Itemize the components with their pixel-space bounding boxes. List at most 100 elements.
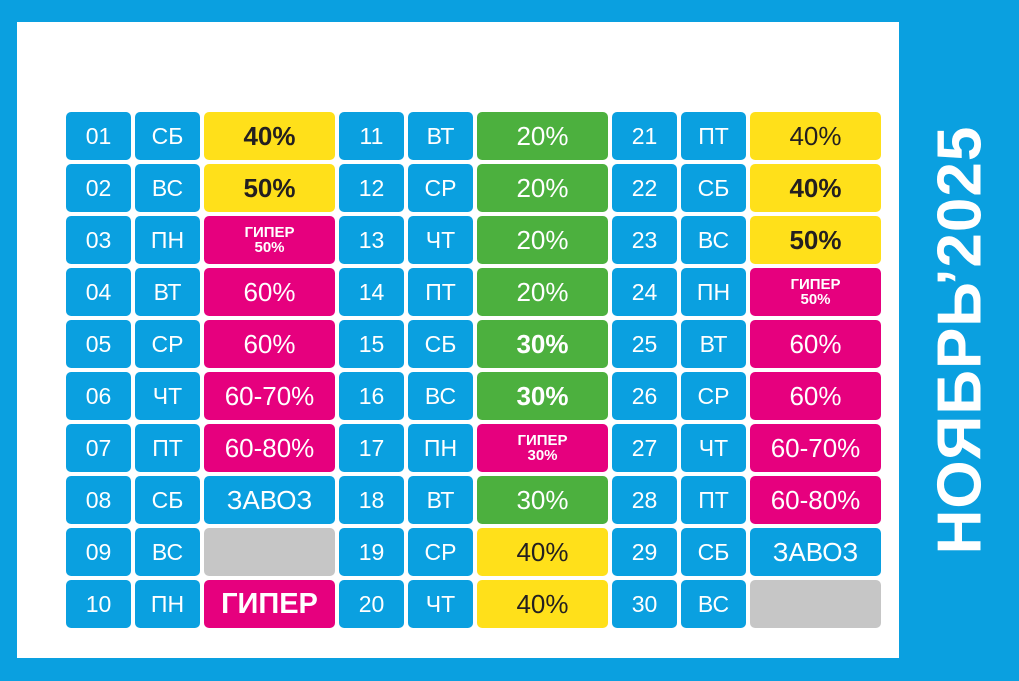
calendar-row: 08 СБ ЗАВОЗ [66,476,335,524]
calendar-row: 24 ПН ГИПЕР 50% [612,268,881,316]
calendar-row: 05 СР 60% [66,320,335,368]
discount-value: ЗАВОЗ [750,528,881,576]
calendar-row: 25 ВТ 60% [612,320,881,368]
weekday-label: СР [408,164,473,212]
day-number: 05 [66,320,131,368]
calendar-row: 03 ПН ГИПЕР 50% [66,216,335,264]
calendar-row: 11 ВТ 20% [339,112,608,160]
day-number: 23 [612,216,677,264]
day-number: 30 [612,580,677,628]
calendar-row: 18 ВТ 30% [339,476,608,524]
weekday-label: ВС [135,164,200,212]
weekday-label: ПН [681,268,746,316]
hyper-label: ГИПЕР [517,432,568,449]
weekday-label: ВС [681,580,746,628]
calendar-row: 09 ВС [66,528,335,576]
day-number: 25 [612,320,677,368]
day-number: 03 [66,216,131,264]
weekday-label: ЧТ [408,580,473,628]
hyper-label: ГИПЕР [244,224,295,241]
weekday-label: ПН [408,424,473,472]
discount-value: 60-70% [204,372,335,420]
discount-value: 60% [204,320,335,368]
weekday-label: ЧТ [135,372,200,420]
discount-value: 60% [750,372,881,420]
discount-value: 50% [204,164,335,212]
hyper-percent: 50% [800,291,831,308]
calendar-row: 07 ПТ 60-80% [66,424,335,472]
weekday-label: ПТ [135,424,200,472]
calendar-row: 01 СБ 40% [66,112,335,160]
weekday-label: ПН [135,580,200,628]
weekday-label: ПТ [681,476,746,524]
day-number: 18 [339,476,404,524]
discount-value: 60% [204,268,335,316]
discount-value: 40% [477,528,608,576]
discount-value: 40% [204,112,335,160]
weekday-label: СБ [408,320,473,368]
day-number: 20 [339,580,404,628]
calendar-row: 21 ПТ 40% [612,112,881,160]
discount-value: 40% [750,112,881,160]
weekday-label: ПТ [681,112,746,160]
day-number: 08 [66,476,131,524]
calendar-row: 16 ВС 30% [339,372,608,420]
calendar-row: 17 ПН ГИПЕР 30% [339,424,608,472]
calendar-row: 06 ЧТ 60-70% [66,372,335,420]
day-number: 04 [66,268,131,316]
day-number: 17 [339,424,404,472]
weekday-label: ВТ [408,476,473,524]
calendar-row: 28 ПТ 60-80% [612,476,881,524]
empty-cell [204,528,335,576]
weekday-label: ВС [135,528,200,576]
calendar-row: 02 ВС 50% [66,164,335,212]
weekday-label: СБ [135,476,200,524]
day-number: 06 [66,372,131,420]
day-number: 07 [66,424,131,472]
discount-value: 60-70% [750,424,881,472]
weekday-label: СБ [135,112,200,160]
weekday-label: СР [408,528,473,576]
discount-value: 60-80% [204,424,335,472]
day-number: 15 [339,320,404,368]
discount-value: 40% [477,580,608,628]
day-number: 01 [66,112,131,160]
discount-value: ГИПЕР [204,580,335,628]
hyper-label: ГИПЕР [790,276,841,293]
day-number: 29 [612,528,677,576]
weekday-label: ПН [135,216,200,264]
day-number: 11 [339,112,404,160]
discount-value: 30% [477,372,608,420]
calendar-row: 04 ВТ 60% [66,268,335,316]
discount-value: 20% [477,216,608,264]
discount-value: 40% [750,164,881,212]
day-number: 26 [612,372,677,420]
calendar-row: 20 ЧТ 40% [339,580,608,628]
weekday-label: ВТ [135,268,200,316]
day-number: 14 [339,268,404,316]
calendar-column: 11 ВТ 20% 12 СР 20% 13 ЧТ 20% 14 ПТ 20% 15 СБ 30% 16 ВС 3… [339,112,608,628]
calendar-row: 27 ЧТ 60-70% [612,424,881,472]
weekday-label: ЧТ [681,424,746,472]
weekday-label: ВС [681,216,746,264]
calendar-row: 23 ВС 50% [612,216,881,264]
hyper-percent: 50% [254,239,285,256]
weekday-label: СБ [681,528,746,576]
calendar-panel: 01 СБ 40% 02 ВС 50% 03 ПН ГИПЕР 50% 04 ВТ 60% 05 СР 60%… [17,22,899,658]
day-number: 16 [339,372,404,420]
discount-value: 60-80% [750,476,881,524]
day-number: 13 [339,216,404,264]
discount-hyper-badge: ГИПЕР 30% [477,424,608,472]
discount-value: ЗАВОЗ [204,476,335,524]
empty-cell [750,580,881,628]
weekday-label: ПТ [408,268,473,316]
hyper-percent: 30% [527,447,558,464]
calendar-row: 12 СР 20% [339,164,608,212]
day-number: 21 [612,112,677,160]
day-number: 19 [339,528,404,576]
calendar-row: 14 ПТ 20% [339,268,608,316]
day-number: 02 [66,164,131,212]
discount-value: 30% [477,476,608,524]
weekday-label: СР [135,320,200,368]
calendar-row: 10 ПН ГИПЕР [66,580,335,628]
